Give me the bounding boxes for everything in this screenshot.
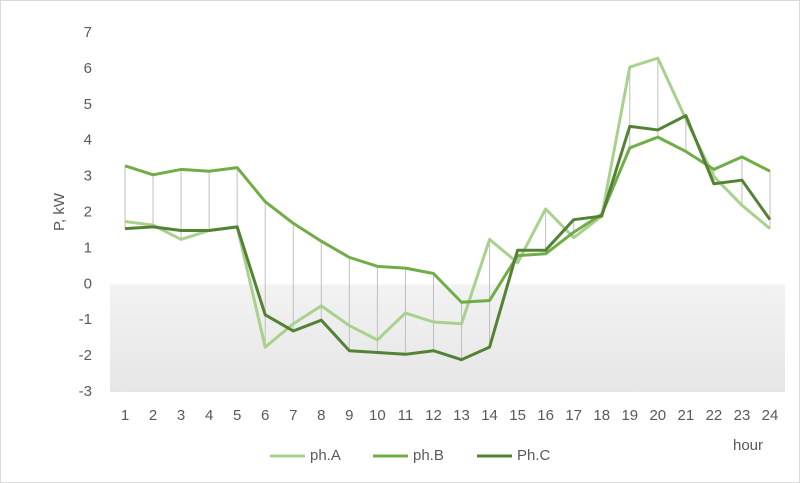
x-tick-label: 13 xyxy=(453,407,470,424)
y-tick-label: 6 xyxy=(84,60,92,77)
y-tick-label: 0 xyxy=(84,275,92,292)
y-tick-label: 2 xyxy=(84,203,92,220)
y-tick-label: 3 xyxy=(84,168,92,185)
x-tick-label: 10 xyxy=(369,407,386,424)
x-tick-label: 3 xyxy=(177,407,185,424)
x-tick-label: 15 xyxy=(509,407,526,424)
x-tick-label: 22 xyxy=(706,407,723,424)
y-tick-label: 4 xyxy=(84,132,92,149)
y-tick-label: -1 xyxy=(79,311,92,328)
x-tick-label: 14 xyxy=(481,407,498,424)
negative-band xyxy=(110,284,785,392)
series-line xyxy=(124,135,771,304)
y-tick-label: -2 xyxy=(79,347,92,364)
x-tick-label: 6 xyxy=(261,407,269,424)
x-tick-label: 1 xyxy=(121,407,129,424)
series-line xyxy=(124,114,772,362)
x-tick-label: 8 xyxy=(317,407,325,424)
y-tick-label: -3 xyxy=(79,383,92,400)
x-tick-label: 23 xyxy=(734,407,751,424)
x-tick-label: 16 xyxy=(537,407,554,424)
x-tick-label: 17 xyxy=(565,407,582,424)
x-tick-label: 19 xyxy=(621,407,638,424)
x-tick-label: 24 xyxy=(762,407,779,424)
y-tick-label: 7 xyxy=(84,24,92,41)
x-tick-label: 5 xyxy=(233,407,241,424)
x-axis-label: hour xyxy=(733,437,763,454)
y-tick-label: 5 xyxy=(84,96,92,113)
x-tick-label: 2 xyxy=(149,407,157,424)
x-tick-label: 11 xyxy=(398,407,414,424)
x-tick-label: 12 xyxy=(425,407,442,424)
x-tick-label: 4 xyxy=(205,407,213,424)
x-tick-label: 9 xyxy=(345,407,353,424)
x-tick-label: 21 xyxy=(678,407,695,424)
x-tick-label: 20 xyxy=(649,407,666,424)
legend-label: ph.B xyxy=(413,447,444,464)
y-axis-label: P, kW xyxy=(51,192,68,231)
legend-label: Ph.C xyxy=(517,447,551,464)
x-tick-label: 18 xyxy=(593,407,610,424)
y-tick-label: 1 xyxy=(84,239,92,256)
x-tick-label: 7 xyxy=(289,407,297,424)
legend-label: ph.A xyxy=(310,447,341,464)
